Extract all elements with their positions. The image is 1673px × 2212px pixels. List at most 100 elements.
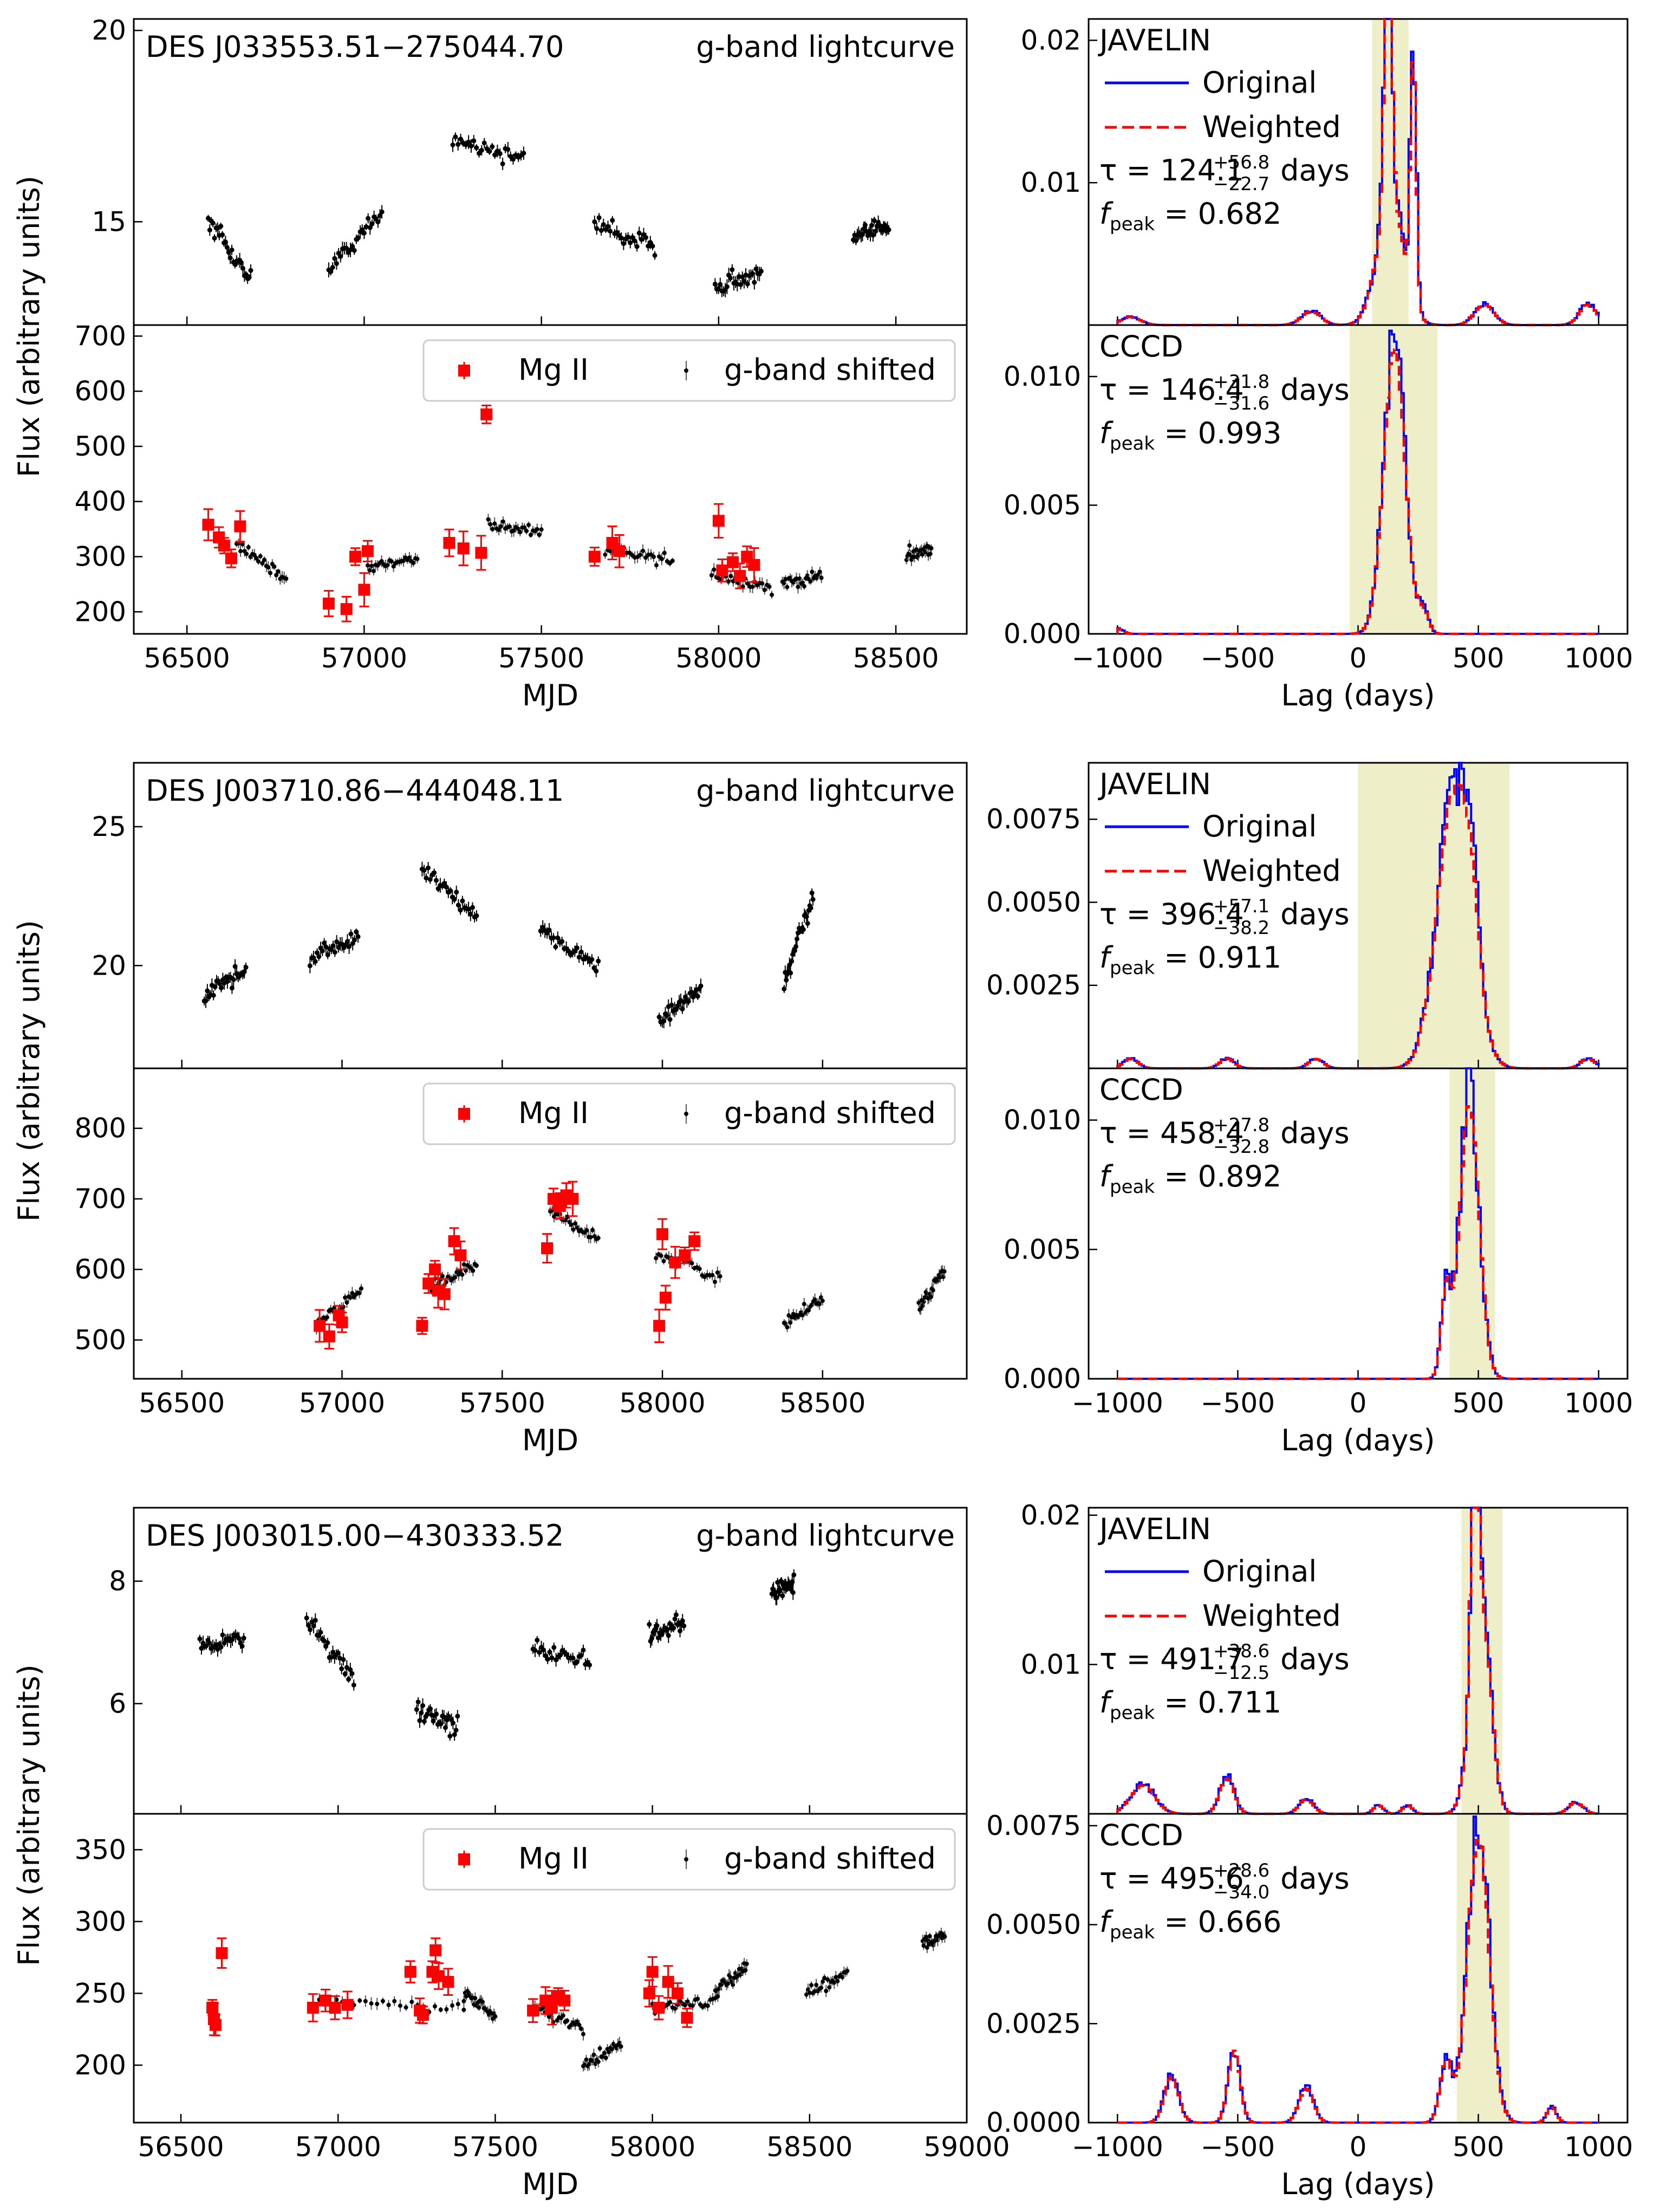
gband-point [348,931,354,937]
gband-point [307,963,313,969]
gband-point [239,1644,245,1649]
gband-point [632,238,637,244]
mg2-point [454,1249,467,1262]
mg2-point [416,1320,428,1332]
y-tick-label: 20 [92,950,126,981]
gband-shifted-point [415,556,420,561]
gband-shifted-point [743,1968,748,1973]
gband-shifted-point [529,533,533,537]
gband-shifted-point [812,1989,817,1994]
gband-point [334,261,340,266]
gband-point [454,890,459,895]
gband-point [610,218,615,223]
gband-point [243,965,249,970]
gband-shifted-point [740,584,745,589]
gband-shifted-point [819,1986,824,1990]
gband-shifted-point [659,1253,663,1258]
gband-point [643,235,649,240]
gband-shifted-point [712,567,717,572]
mg2-point [662,1976,674,1988]
gband-point [415,1699,421,1705]
gband-point [433,878,439,883]
gband-shifted-point [697,1267,702,1272]
mg2-point [480,408,493,420]
mg2-point [734,570,746,582]
y-axis-label: Flux (arbitrary units) [12,1664,46,1966]
y-tick-label: 350 [75,1834,126,1865]
method-label: JAVELIN [1098,767,1211,801]
mg2-point [448,1235,460,1248]
fpeak-part: = [1155,1905,1198,1939]
y-tick-label: 15 [92,206,126,237]
gband-point [328,269,334,275]
mg2-point [656,1228,669,1241]
gband-point [808,905,813,911]
gband-shifted-point [440,1274,445,1279]
fpeak-part: 0.711 [1198,1685,1282,1720]
mg2-point [588,550,601,563]
gband-point [532,1647,538,1653]
gband-shifted-point [471,1268,476,1273]
gband-point [322,940,327,946]
gband-point [745,281,750,287]
gband-point [420,1703,426,1708]
mg2-point [429,1263,441,1276]
y-tick-label: 600 [75,1254,126,1285]
mg2-point [567,1192,579,1205]
gband-point [474,145,479,151]
gband-point [664,1013,669,1018]
x-tick-label: −500 [1201,1387,1275,1419]
mg2-point [727,556,739,568]
tau-part: 124.1 [1160,153,1244,187]
tau-annotation: τ = 491.7+38.6 −12.5 days [1099,1640,1350,1684]
gband-point [311,955,316,961]
fpeak-part: peak [1110,1922,1155,1943]
tau-part: −31.6 [1213,393,1270,414]
gband-shifted-point [800,1313,805,1318]
y-tick-label: 20 [92,15,126,46]
legend-original-label: Original [1202,66,1317,100]
gband-shifted-point [537,533,542,537]
gband-shifted-point [802,584,806,589]
gband-point [203,998,209,1003]
mg2-point [329,2001,341,2014]
lag-credible-region [1372,19,1409,325]
legend-gshift-marker [684,1857,688,1861]
gband-label: g-band lightcurve [696,1519,955,1553]
gband-shifted-point [577,2022,582,2027]
x-tick-label: 57500 [452,2131,538,2163]
gband-shifted-point [812,1297,817,1302]
gband-shifted-point [486,517,491,522]
gband-shifted-point [916,1300,921,1305]
gband-shifted-point [597,2046,602,2051]
mg2-point [307,2001,319,2014]
gband-shifted-point [461,1262,466,1267]
gband-point [248,268,253,273]
gband-shifted-point [499,524,504,529]
legend-gshift-label: g-band shifted [724,1841,936,1876]
x-tick-label: 58000 [675,643,761,674]
fpeak-annotation: fpeak = 0.711 [1099,1685,1281,1724]
tau-part: τ = [1099,153,1160,187]
gband-shifted-point [385,563,390,568]
gband-shifted-point [584,2057,589,2062]
gband-shifted-point [603,2055,608,2060]
gband-point [354,929,359,935]
gband-point [377,213,382,218]
gband-shifted-point [718,1274,722,1279]
gband-shifted-point [602,2051,607,2055]
x-tick-label: 0 [1350,643,1367,674]
gband-shifted-point [497,528,502,533]
x-tick-label: 56500 [144,643,230,674]
fpeak-part: peak [1110,1176,1155,1198]
gband-point [227,255,233,261]
gband-point [344,245,349,251]
mg2-point [613,545,626,557]
fpeak-annotation: fpeak = 0.993 [1099,416,1281,455]
gband-shifted-point [535,527,539,531]
gband-point [487,148,492,154]
gband-point [434,1711,439,1717]
gband-point [438,1721,444,1727]
mg2-point [429,1944,442,1956]
gband-point [787,962,792,968]
